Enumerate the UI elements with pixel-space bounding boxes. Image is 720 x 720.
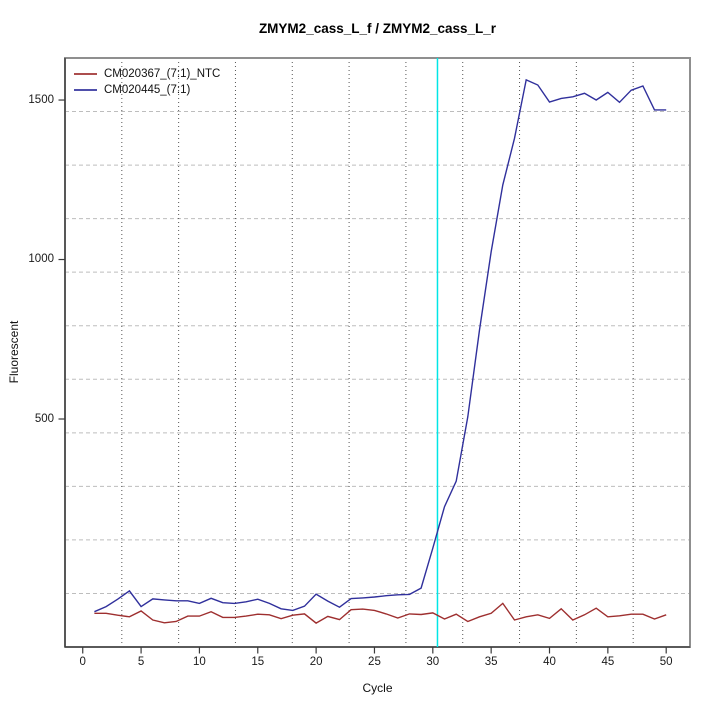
y-tick-label: 1500 [28,93,54,106]
x-tick-label: 20 [309,656,323,668]
series-line-ntc [94,602,667,624]
y-tick-label: 1000 [28,253,54,266]
legend: CM020367_(7:1)_NTC CM020445_(7:1) [74,66,220,98]
ntc-line-swatch [74,73,97,75]
x-tick-label: 40 [543,656,556,668]
x-tick-label: 45 [601,656,615,668]
x-tick-label: 0 [79,656,86,668]
legend-item-sample: CM020445_(7:1) [74,82,220,98]
page-title: ZMYM2_cass_L_f / ZMYM2_cass_L_r [258,21,497,36]
x-tick-label: 25 [368,656,381,668]
legend-label-sample: CM020445_(7:1) [104,84,191,96]
x-tick-label: 35 [484,656,498,668]
x-tick-label: 10 [193,656,206,668]
y-axis-title: Fluorescent [7,320,21,384]
legend-item-ntc: CM020367_(7:1)_NTC [74,66,220,82]
x-tick-label: 50 [659,656,673,668]
x-tick-label: 15 [251,656,265,668]
sample-line-swatch [74,89,97,91]
x-tick-label: 30 [426,656,440,668]
y-tick-label: 500 [34,412,54,425]
x-axis-title: Cycle [362,681,393,695]
legend-label-ntc: CM020367_(7:1)_NTC [104,68,221,80]
series-line-sample [94,78,667,613]
x-tick-label: 5 [137,656,145,668]
plot-box-border [64,57,691,648]
